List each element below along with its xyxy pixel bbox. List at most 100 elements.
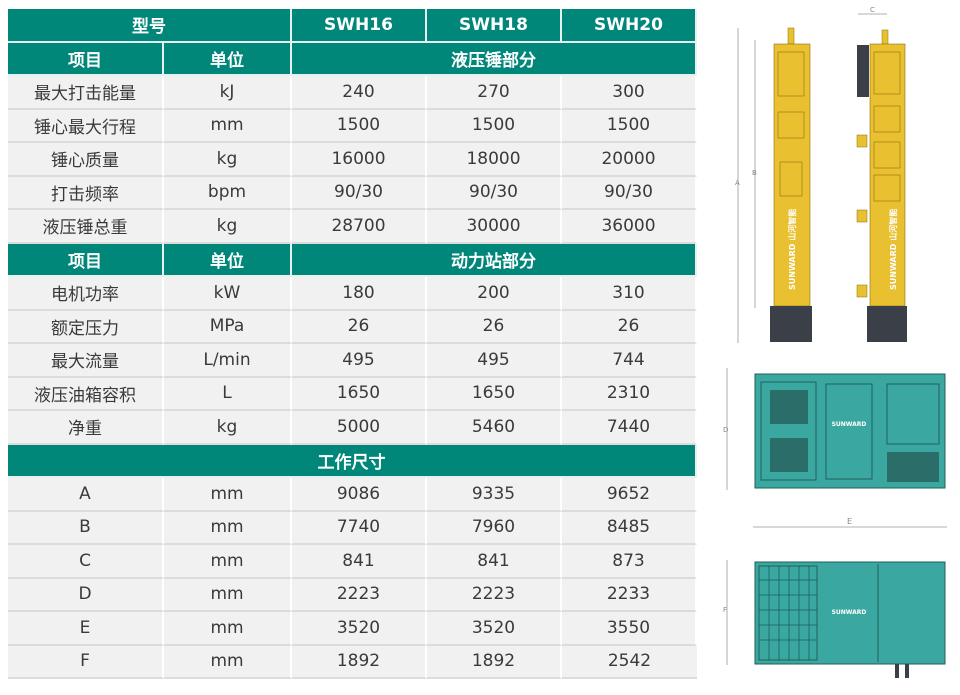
dim-label-f: F — [723, 606, 727, 614]
row-value: 744 — [562, 344, 697, 378]
row-label: 电机功率 — [8, 277, 164, 311]
row-label: 锤心质量 — [8, 143, 164, 177]
row-label: B — [8, 511, 164, 545]
dim-label-d: D — [723, 426, 728, 434]
column-header-item: 项目 — [8, 243, 164, 277]
row-unit: mm — [164, 478, 292, 512]
row-value: 2223 — [427, 578, 562, 612]
row-label: E — [8, 612, 164, 646]
row-value: 1650 — [427, 377, 562, 411]
row-value: 2310 — [562, 377, 697, 411]
row-value: 300 — [562, 76, 697, 110]
row-value: 2223 — [292, 578, 427, 612]
row-value: 3520 — [292, 612, 427, 646]
brand-logo: SUNWARD — [832, 421, 867, 428]
row-value: 873 — [562, 545, 697, 579]
row-unit: mm — [164, 511, 292, 545]
column-header-item: 项目 — [8, 42, 164, 76]
model-name: SWH20 — [562, 9, 697, 43]
row-value: 3550 — [562, 612, 697, 646]
row-value: 90/30 — [562, 176, 697, 210]
spec-table: 型号 SWH16 SWH18 SWH20 项目 单位 液压锤部分 最大打击能量 kJ 240 270… — [8, 9, 697, 679]
row-label: 净重 — [8, 411, 164, 445]
row-value: 7740 — [292, 511, 427, 545]
row-label: 最大流量 — [8, 344, 164, 378]
row-value: 8485 — [562, 511, 697, 545]
row-value: 841 — [292, 545, 427, 579]
row-label: 额定压力 — [8, 310, 164, 344]
section-header: 液压锤部分 — [292, 42, 697, 76]
row-value: 26 — [292, 310, 427, 344]
hammer-side-view: C SUNWARD 山河智能 — [856, 6, 907, 342]
column-header-unit: 单位 — [164, 42, 292, 76]
row-value: 26 — [562, 310, 697, 344]
brand-logo: SUNWARD 山河智能 — [787, 209, 797, 290]
row-value: 1892 — [427, 645, 562, 679]
row-value: 200 — [427, 277, 562, 311]
dim-label-a: A — [735, 179, 740, 187]
row-unit: mm — [164, 645, 292, 679]
row-value: 1500 — [427, 109, 562, 143]
row-unit: kg — [164, 210, 292, 244]
row-value: 5460 — [427, 411, 562, 445]
dim-label-c: C — [870, 6, 875, 14]
row-label: D — [8, 578, 164, 612]
row-value: 3520 — [427, 612, 562, 646]
row-value: 240 — [292, 76, 427, 110]
row-unit: kW — [164, 277, 292, 311]
row-value: 1500 — [292, 109, 427, 143]
row-unit: bpm — [164, 176, 292, 210]
row-value: 26 — [427, 310, 562, 344]
column-header-unit: 单位 — [164, 243, 292, 277]
row-value: 28700 — [292, 210, 427, 244]
row-value: 1650 — [292, 377, 427, 411]
row-unit: mm — [164, 578, 292, 612]
dim-label-b: B — [752, 169, 757, 177]
product-drawings: A B SUNWARD 山河智能 C SUNWARD 山河智能 D E — [723, 6, 947, 678]
row-value: 90/30 — [292, 176, 427, 210]
row-label: 液压锤总重 — [8, 210, 164, 244]
row-value: 841 — [427, 545, 562, 579]
row-value: 5000 — [292, 411, 427, 445]
row-value: 1892 — [292, 645, 427, 679]
row-unit: mm — [164, 545, 292, 579]
powerpack-top-view: F SUNWARD — [723, 560, 946, 678]
row-value: 90/30 — [427, 176, 562, 210]
row-value: 20000 — [562, 143, 697, 177]
row-value: 2233 — [562, 578, 697, 612]
row-label: 液压油箱容积 — [8, 377, 164, 411]
dim-label-e: E — [847, 517, 852, 526]
row-value: 2542 — [562, 645, 697, 679]
row-label: 锤心最大行程 — [8, 109, 164, 143]
section-header: 动力站部分 — [292, 243, 697, 277]
row-value: 30000 — [427, 210, 562, 244]
hammer-front-view: A B SUNWARD 山河智能 — [735, 27, 812, 343]
row-label: 打击频率 — [8, 176, 164, 210]
row-value: 310 — [562, 277, 697, 311]
row-label: 最大打击能量 — [8, 76, 164, 110]
row-value: 7440 — [562, 411, 697, 445]
row-label: F — [8, 645, 164, 679]
row-label: C — [8, 545, 164, 579]
brand-logo: SUNWARD — [832, 609, 867, 616]
row-unit: L — [164, 377, 292, 411]
model-header: 型号 — [8, 9, 292, 43]
model-name: SWH16 — [292, 9, 427, 43]
row-label: A — [8, 478, 164, 512]
powerpack-front-view: D E SUNWARD — [723, 368, 947, 528]
row-value: 180 — [292, 277, 427, 311]
row-value: 16000 — [292, 143, 427, 177]
row-value: 495 — [292, 344, 427, 378]
row-unit: kJ — [164, 76, 292, 110]
row-unit: L/min — [164, 344, 292, 378]
row-value: 18000 — [427, 143, 562, 177]
row-value: 270 — [427, 76, 562, 110]
model-name: SWH18 — [427, 9, 562, 43]
section-header: 工作尺寸 — [8, 444, 697, 478]
row-value: 1500 — [562, 109, 697, 143]
row-value: 495 — [427, 344, 562, 378]
row-value: 9652 — [562, 478, 697, 512]
row-unit: mm — [164, 612, 292, 646]
brand-logo: SUNWARD 山河智能 — [888, 209, 898, 290]
row-unit: kg — [164, 411, 292, 445]
